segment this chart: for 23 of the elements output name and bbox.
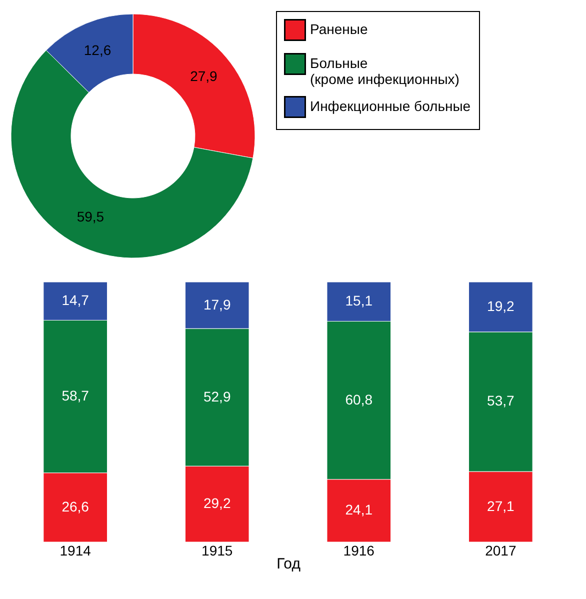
- legend-label: Раненые: [310, 21, 368, 37]
- data-label: 14,7: [62, 292, 90, 308]
- legend-label: Инфекционные больные: [310, 98, 471, 114]
- data-label: 12,6: [84, 42, 112, 58]
- data-label: 24,1: [345, 502, 373, 518]
- x-tick-label: 1915: [202, 542, 233, 558]
- data-label: 59,5: [76, 208, 104, 225]
- data-label: 53,7: [487, 392, 514, 409]
- x-tick-label: 1914: [60, 542, 92, 558]
- x-tick-label: 1916: [343, 542, 375, 558]
- data-label: 29,2: [203, 495, 231, 512]
- data-label: 26,6: [62, 498, 90, 514]
- data-label: 27,1: [487, 498, 514, 514]
- data-label: 52,9: [203, 388, 231, 404]
- data-label: 15,1: [345, 292, 373, 309]
- x-axis-title: Год: [276, 556, 301, 572]
- data-label: 17,9: [203, 296, 231, 312]
- data-label: 60,8: [345, 391, 373, 408]
- data-label: 58,7: [62, 388, 90, 404]
- legend-label: Больные (кроме инфекционных): [310, 55, 460, 87]
- x-tick-label: 2017: [485, 542, 516, 558]
- data-label: 27,9: [190, 68, 218, 84]
- data-label: 19,2: [487, 298, 514, 314]
